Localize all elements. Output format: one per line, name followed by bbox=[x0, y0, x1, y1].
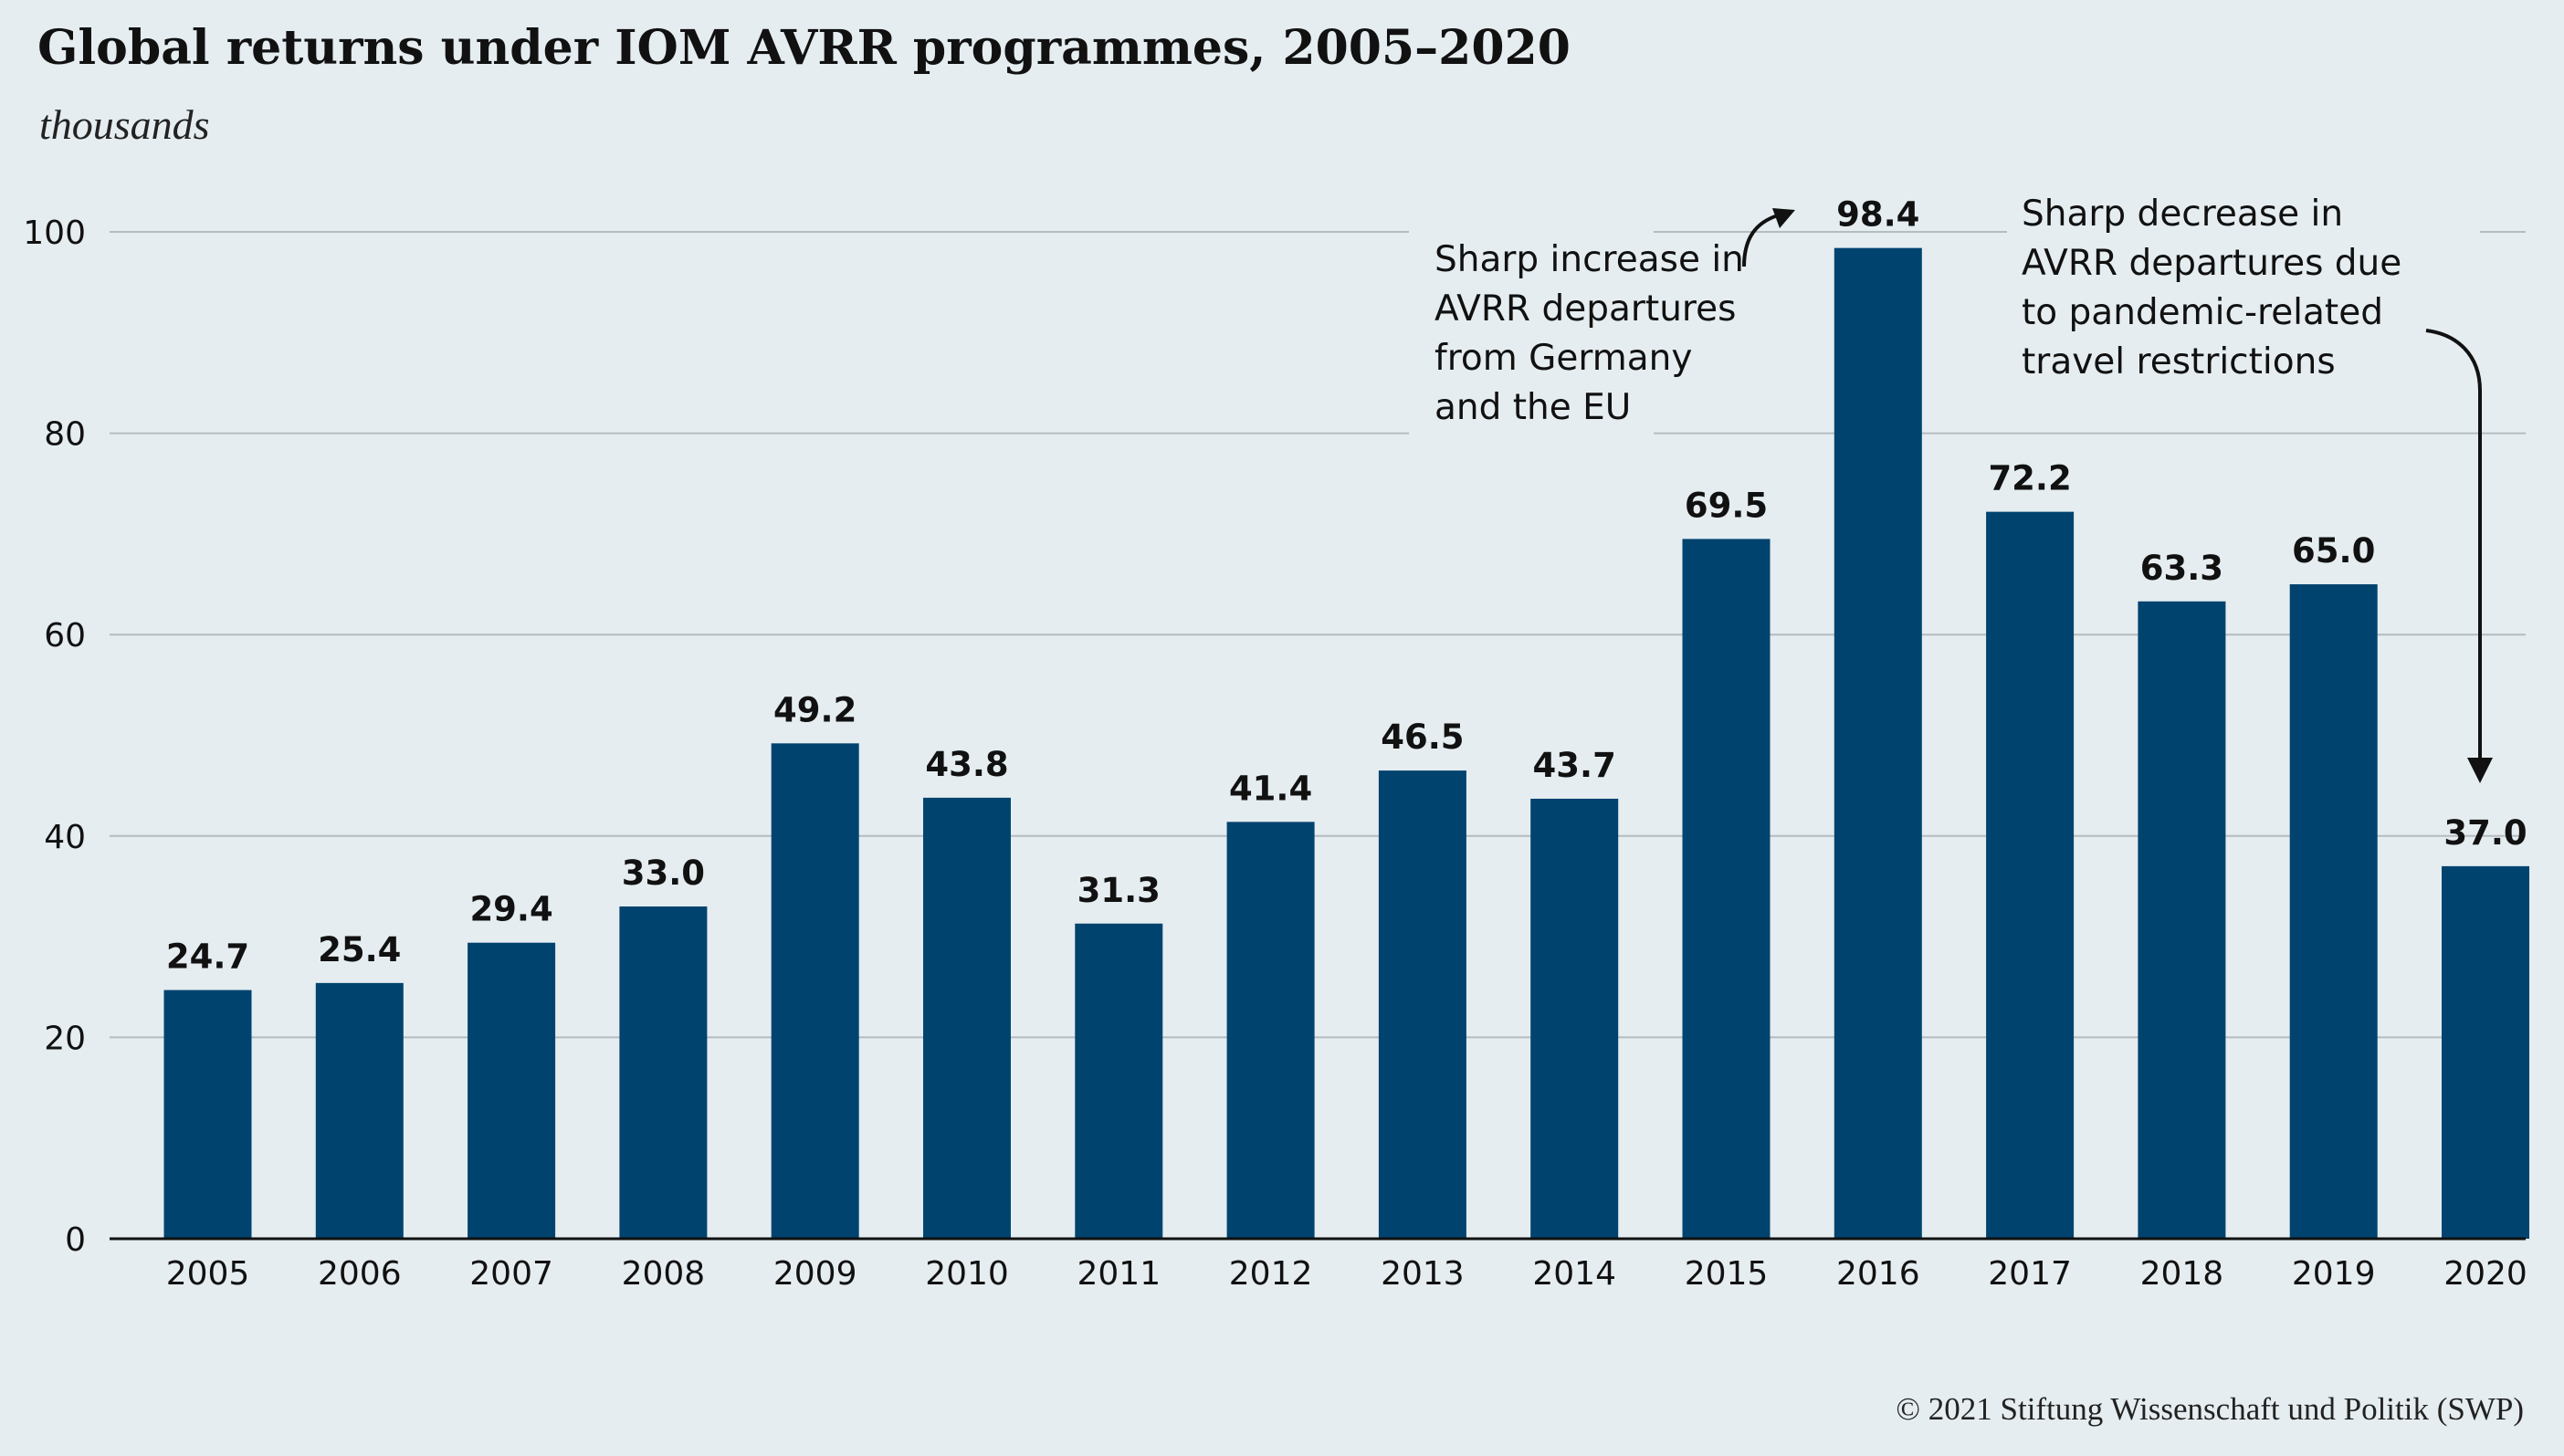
x-tick-label-2014: 2014 bbox=[1532, 1255, 1616, 1293]
x-tick-label-2006: 2006 bbox=[318, 1255, 402, 1293]
bar-2016 bbox=[1834, 247, 1922, 1240]
annotation-increase-line: from Germany bbox=[1434, 338, 1692, 379]
bar-2011 bbox=[1075, 923, 1163, 1239]
annotation-decrease-line: travel restrictions bbox=[2022, 341, 2336, 382]
bar-2007 bbox=[468, 942, 556, 1239]
annotation-decrease-line: to pandemic-related bbox=[2022, 292, 2383, 333]
data-label-2014: 43.7 bbox=[1533, 746, 1616, 785]
x-tick-label-2010: 2010 bbox=[925, 1255, 1009, 1293]
bar-2009 bbox=[771, 743, 859, 1239]
annotation-decrease-line: AVRR departures due bbox=[2022, 243, 2401, 284]
bar-2014 bbox=[1530, 798, 1619, 1239]
data-label-2012: 41.4 bbox=[1229, 769, 1312, 808]
x-tick-label-2016: 2016 bbox=[1836, 1255, 1920, 1293]
bar-2012 bbox=[1226, 822, 1315, 1239]
y-tick-label: 100 bbox=[23, 215, 86, 252]
data-label-2015: 69.5 bbox=[1685, 486, 1768, 525]
annotation-increase-background bbox=[1409, 225, 1654, 436]
bar-2015 bbox=[1682, 539, 1771, 1239]
data-label-2007: 29.4 bbox=[469, 890, 552, 929]
chart-subtitle: thousands bbox=[39, 101, 210, 148]
x-tick-label-2018: 2018 bbox=[2140, 1255, 2224, 1293]
x-tick-label-2020: 2020 bbox=[2443, 1255, 2527, 1293]
chart-title: Global returns under IOM AVRR programmes… bbox=[37, 20, 1571, 76]
data-label-2018: 63.3 bbox=[2140, 549, 2223, 588]
x-tick-label-2013: 2013 bbox=[1381, 1255, 1465, 1293]
annotation-decrease-background bbox=[2007, 183, 2480, 393]
y-tick-label: 80 bbox=[44, 416, 86, 454]
x-tick-label-2015: 2015 bbox=[1685, 1255, 1769, 1293]
bar-2020 bbox=[2442, 865, 2529, 1239]
bar-2019 bbox=[2289, 584, 2378, 1239]
annotation-increase-line: Sharp increase in bbox=[1434, 239, 1744, 280]
data-label-2005: 24.7 bbox=[166, 937, 249, 977]
x-tick-label-2007: 2007 bbox=[469, 1255, 553, 1293]
annotation-increase-line: and the EU bbox=[1434, 387, 1631, 428]
annotation-increase-arrow bbox=[1742, 214, 1779, 267]
y-tick-label: 20 bbox=[44, 1020, 86, 1057]
bar-2010 bbox=[923, 797, 1011, 1239]
data-label-2011: 31.3 bbox=[1077, 871, 1161, 910]
x-tick-label-2011: 2011 bbox=[1077, 1255, 1161, 1293]
data-label-2020: 37.0 bbox=[2443, 813, 2527, 853]
data-label-2017: 72.2 bbox=[1988, 459, 2071, 498]
x-tick-label-2017: 2017 bbox=[1988, 1255, 2072, 1293]
y-tick-label: 40 bbox=[44, 819, 86, 856]
copyright-credit: © 2021 Stiftung Wissenschaft und Politik… bbox=[1896, 1391, 2524, 1427]
y-tick-label: 60 bbox=[44, 617, 86, 655]
x-tick-label-2012: 2012 bbox=[1229, 1255, 1313, 1293]
data-label-2016: 98.4 bbox=[1836, 195, 1919, 235]
annotation-decrease-line: Sharp decrease in bbox=[2022, 194, 2343, 235]
bar-2006 bbox=[315, 982, 404, 1239]
bar-2017 bbox=[1986, 511, 2075, 1239]
x-tick-label-2009: 2009 bbox=[773, 1255, 857, 1293]
annotation-decrease-arrow bbox=[2425, 329, 2482, 759]
bar-2013 bbox=[1378, 770, 1466, 1239]
bar-2008 bbox=[619, 906, 708, 1239]
x-tick-label-2008: 2008 bbox=[622, 1255, 706, 1293]
x-tick-label-2005: 2005 bbox=[166, 1255, 250, 1293]
data-label-2010: 43.8 bbox=[925, 745, 1008, 784]
data-label-2006: 25.4 bbox=[318, 930, 401, 969]
annotation-decrease-arrowhead bbox=[2467, 758, 2493, 783]
annotation-increase-arrowhead bbox=[1772, 208, 1795, 228]
bar-2005 bbox=[163, 990, 252, 1239]
data-label-2013: 46.5 bbox=[1381, 718, 1464, 757]
x-tick-label-2019: 2019 bbox=[2292, 1255, 2376, 1293]
data-label-2008: 33.0 bbox=[622, 854, 705, 893]
y-tick-label: 0 bbox=[65, 1221, 86, 1259]
annotation-increase-line: AVRR departures bbox=[1434, 288, 1736, 330]
data-label-2019: 65.0 bbox=[2292, 531, 2375, 571]
bar-2018 bbox=[2138, 601, 2226, 1239]
data-label-2009: 49.2 bbox=[773, 690, 856, 729]
